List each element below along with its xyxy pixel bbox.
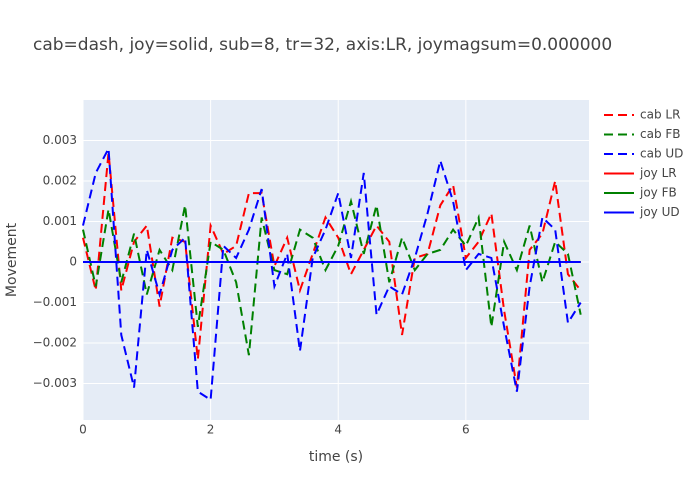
- y-tick-label: 0.002: [43, 174, 77, 188]
- legend-label: joy FB: [639, 186, 677, 200]
- series-line: [82, 197, 582, 356]
- x-tick-label: 0: [79, 423, 87, 437]
- x-tick-label: 2: [207, 423, 215, 437]
- y-axis-label: Movement: [4, 222, 20, 297]
- y-tick-label: 0.003: [43, 133, 77, 147]
- y-tick-label: 0: [69, 255, 77, 269]
- legend-label: cab LR: [640, 108, 680, 122]
- y-tick-label: −0.002: [33, 336, 77, 350]
- legend-label: joy LR: [639, 166, 677, 180]
- legend-label: cab UD: [640, 147, 683, 161]
- legend-label: cab FB: [640, 127, 681, 141]
- legend-label: joy UD: [639, 205, 680, 219]
- x-axis-label: time (s): [309, 449, 363, 465]
- series-line: [82, 145, 582, 402]
- y-tick-label: 0.001: [43, 214, 77, 228]
- plot-area: [83, 100, 589, 420]
- x-tick-label: 6: [462, 423, 470, 437]
- y-tick-label: −0.001: [33, 295, 77, 309]
- x-tick-label: 4: [334, 423, 342, 437]
- chart-title: cab=dash, joy=solid, sub=8, tr=32, axis:…: [33, 35, 612, 55]
- y-tick-label: −0.003: [33, 376, 77, 390]
